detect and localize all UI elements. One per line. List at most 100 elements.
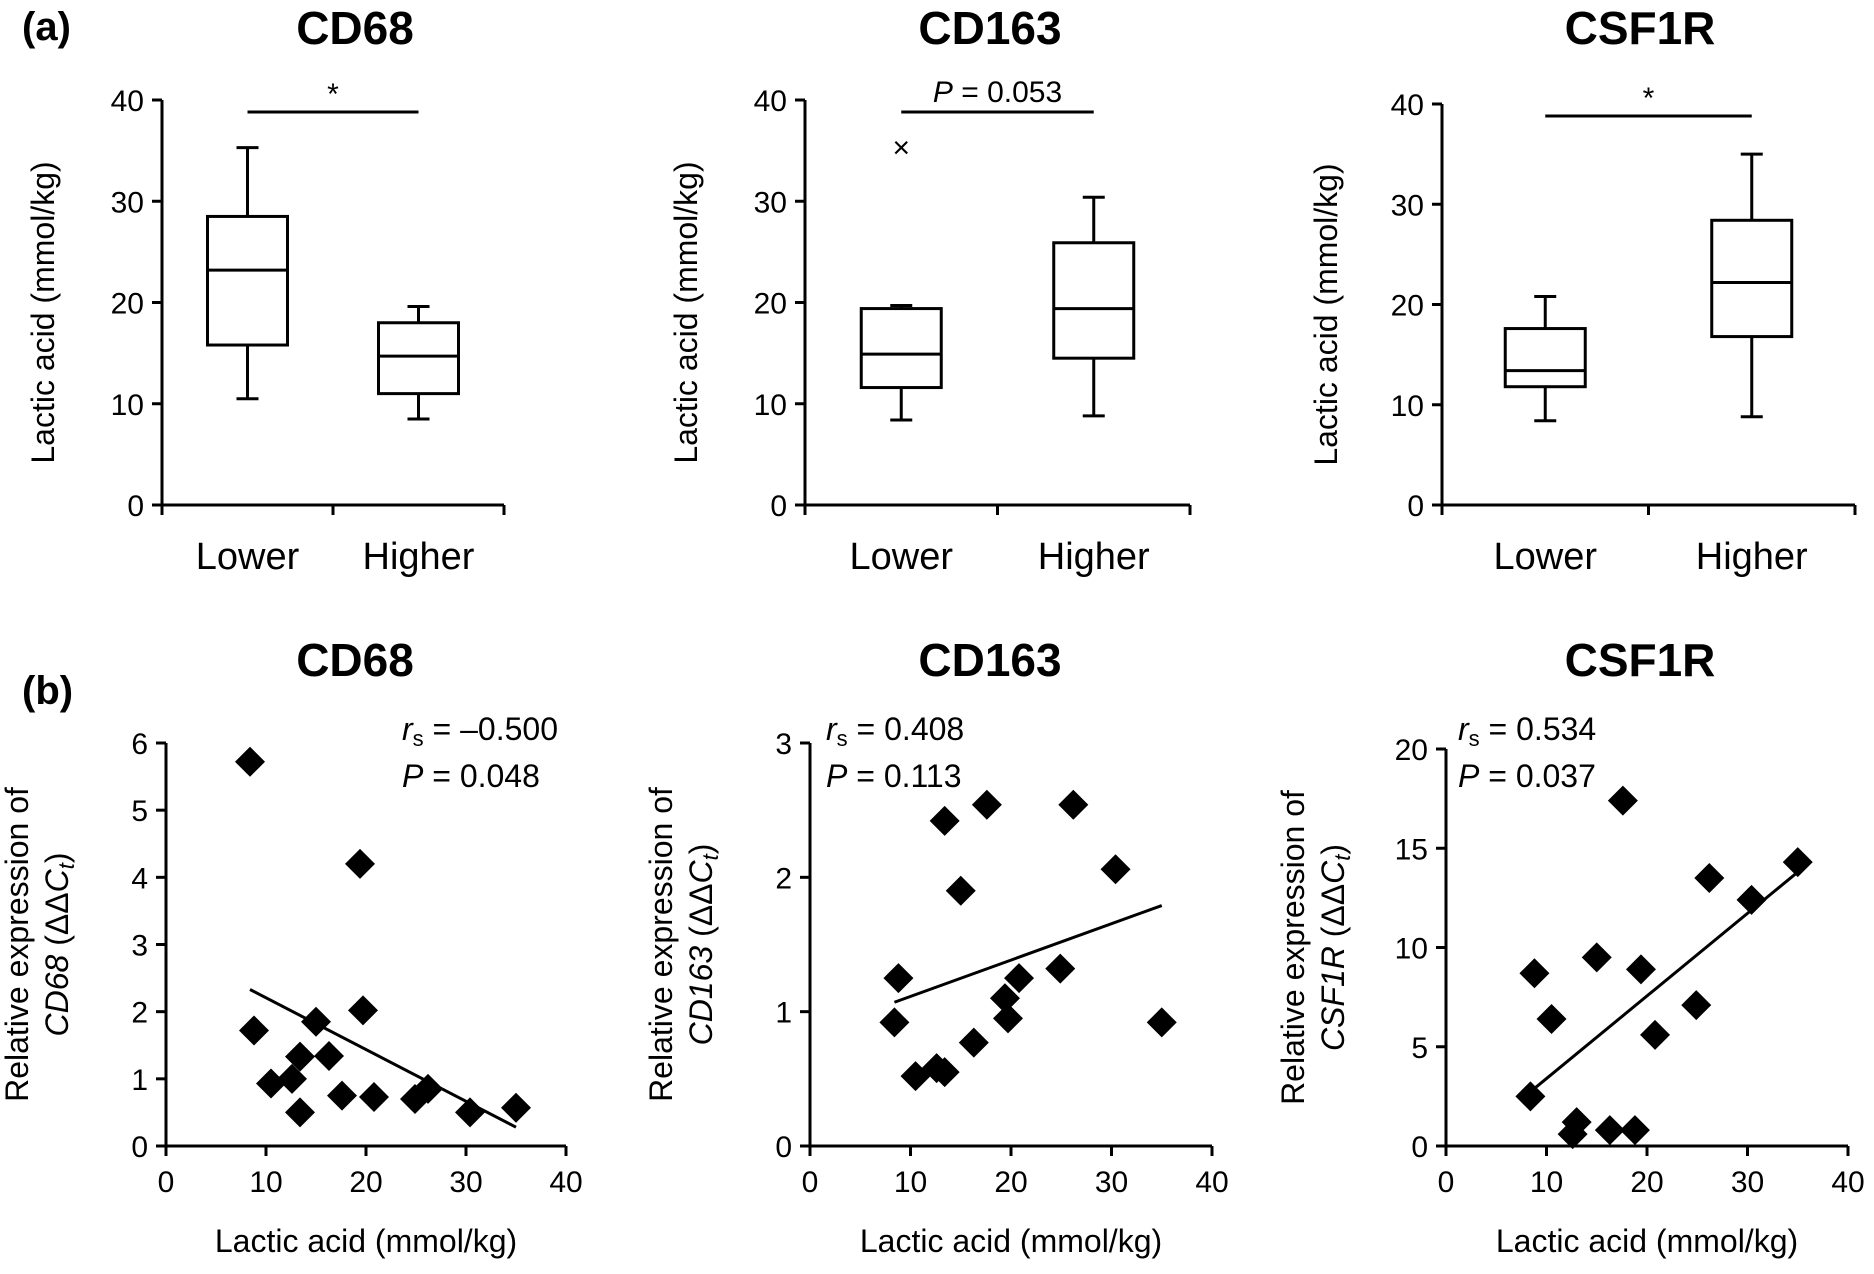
- y-tick-label: 20: [754, 288, 787, 321]
- data-point: [1515, 1081, 1546, 1112]
- x-tick-label: 30: [449, 1166, 482, 1199]
- chart-title: CSF1R: [1565, 634, 1716, 686]
- y-tick-label: 10: [1391, 390, 1424, 423]
- x-tick-label: 40: [1831, 1166, 1864, 1199]
- data-point: [992, 1003, 1023, 1034]
- data-point: [327, 1080, 357, 1111]
- chart-title: CSF1R: [1565, 2, 1716, 54]
- p-annotation: P = 0.048: [402, 758, 540, 794]
- x-tick-label: 20: [349, 1166, 382, 1199]
- x-tick-label: 20: [994, 1166, 1027, 1199]
- data-point: [1694, 863, 1725, 894]
- y-tick-label: 5: [131, 795, 148, 828]
- y-tick-label: 5: [1411, 1032, 1428, 1065]
- box-chart-csf1r: CSF1R 0 10 20 30 40 Lactic acid (mmol/kg) Lower…: [1308, 2, 1857, 578]
- y-axis-label-line2: CD68 (ΔΔCt): [39, 853, 79, 1037]
- data-point: [1058, 789, 1089, 820]
- x-tick-label: 10: [894, 1166, 927, 1199]
- y-axis-label-line1: Relative expression of: [643, 787, 679, 1102]
- box: [1503, 327, 1587, 389]
- x-tick-label: 10: [249, 1166, 282, 1199]
- x-tick-label: 30: [1095, 1166, 1128, 1199]
- y-tick-label: 10: [1395, 933, 1428, 966]
- y-tick-label: 4: [131, 862, 148, 895]
- data-point: [879, 1007, 910, 1038]
- data-point: [235, 746, 265, 777]
- y-tick-label: 40: [754, 85, 787, 118]
- y-tick-label: 40: [111, 85, 144, 118]
- y-tick-label: 3: [775, 728, 792, 761]
- x-tick-label: 30: [1731, 1166, 1764, 1199]
- y-axis-label: Lactic acid (mmol/kg): [1308, 163, 1344, 465]
- significance-label: *: [327, 78, 339, 111]
- data-point: [1594, 1115, 1625, 1146]
- y-tick-label: 20: [1391, 290, 1424, 323]
- data-point: [277, 1063, 307, 1094]
- box-chart-cd163: CD163 0 10 20 30 40 Lactic acid (mmol/kg) Lower…: [668, 2, 1192, 578]
- box: [206, 214, 289, 347]
- y-axis-label-line1: Relative expression of: [0, 787, 35, 1102]
- data-point: [929, 805, 960, 836]
- data-point: [1736, 884, 1767, 915]
- y-tick-label: 10: [111, 389, 144, 422]
- y-tick-label: 6: [131, 728, 148, 761]
- x-tick-label: 0: [158, 1166, 175, 1199]
- y-tick-label: 0: [770, 490, 787, 523]
- x-category-label: Lower: [1494, 536, 1598, 578]
- y-tick-label: 30: [111, 186, 144, 219]
- y-tick-label: 2: [131, 997, 148, 1030]
- outlier-marker: ×: [892, 132, 910, 165]
- data-point: [1561, 1107, 1592, 1138]
- rs-annotation: rs = –0.500: [402, 711, 558, 751]
- x-tick-label: 40: [1195, 1166, 1228, 1199]
- x-category-label: Higher: [1696, 536, 1808, 578]
- chart-title: CD68: [296, 634, 414, 686]
- data-point: [359, 1081, 389, 1112]
- data-point: [501, 1092, 531, 1123]
- y-tick-label: 20: [1395, 734, 1428, 767]
- data-point: [455, 1097, 485, 1128]
- data-point: [314, 1040, 344, 1071]
- box: [1052, 241, 1136, 360]
- data-point: [345, 848, 375, 879]
- data-point: [883, 963, 914, 994]
- x-tick-label: 40: [549, 1166, 582, 1199]
- scatter-chart-cd68: CD68 0 1 2 3 4 5 6 0 10 20 30 40 Lactic acid (mmol/kg…: [0, 634, 583, 1259]
- y-tick-label: 2: [775, 862, 792, 895]
- data-point: [1146, 1007, 1177, 1038]
- data-point: [929, 1057, 960, 1088]
- y-axis-label-line2: CSF1R (ΔΔCt): [1315, 844, 1355, 1051]
- chart-title: CD163: [918, 2, 1061, 54]
- y-axis-label: Lactic acid (mmol/kg): [668, 161, 704, 463]
- data-point: [413, 1073, 443, 1104]
- y-axis-label-line2: CD163 (ΔΔCt): [683, 844, 723, 1046]
- data-point: [1640, 1019, 1671, 1050]
- data-point: [1625, 954, 1656, 985]
- data-point: [348, 995, 378, 1026]
- data-point: [958, 1027, 989, 1058]
- y-tick-label: 0: [775, 1131, 792, 1164]
- x-category-label: Higher: [363, 536, 475, 578]
- p-annotation: P = 0.037: [1458, 758, 1596, 794]
- scatter-chart-csf1r: CSF1R 0 5 10 15 20 0 10 20 30 40 Lactic acid (mmol/…: [1275, 634, 1865, 1259]
- box-chart-cd68: CD68 0 10 20 30 40 Lactic acid (mmol/kg) Lower H…: [25, 2, 506, 578]
- data-point: [1607, 785, 1638, 816]
- y-tick-label: 20: [111, 288, 144, 321]
- y-tick-label: 10: [754, 389, 787, 422]
- rs-annotation: rs = 0.408: [826, 711, 964, 751]
- x-category-label: Lower: [196, 536, 300, 578]
- x-axis-label: Lactic acid (mmol/kg): [860, 1223, 1162, 1259]
- x-tick-label: 10: [1530, 1166, 1563, 1199]
- y-tick-label: 15: [1395, 833, 1428, 866]
- data-point: [1100, 854, 1131, 885]
- p-annotation: P = 0.113: [826, 758, 962, 794]
- box: [859, 307, 943, 390]
- y-axis-label-line1: Relative expression of: [1275, 790, 1311, 1105]
- panel-label-b: (b): [22, 669, 73, 713]
- data-point: [256, 1068, 286, 1099]
- chart-title: CD163: [918, 634, 1061, 686]
- x-tick-label: 0: [802, 1166, 819, 1199]
- y-tick-label: 0: [127, 490, 144, 523]
- data-point: [285, 1041, 315, 1072]
- box: [377, 321, 460, 396]
